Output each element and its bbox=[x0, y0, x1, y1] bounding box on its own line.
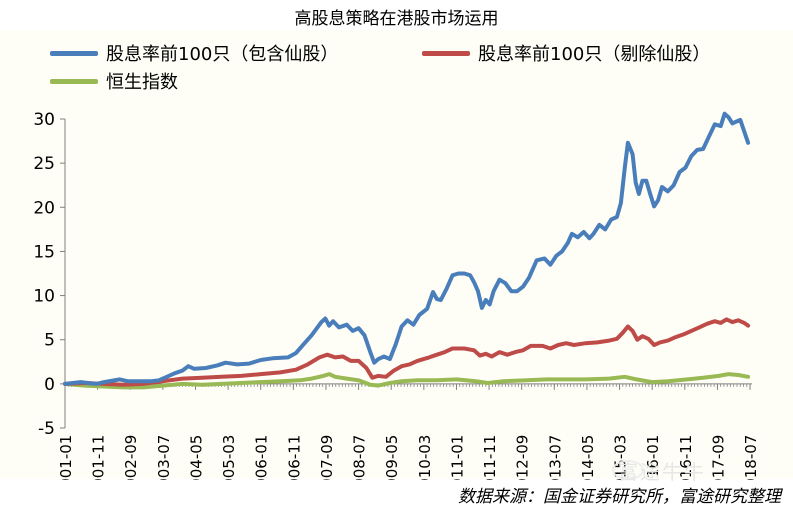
x-tick-label: 2008-07 bbox=[351, 435, 369, 480]
x-tick-label: 2007-09 bbox=[318, 435, 336, 480]
y-tick-label: 5 bbox=[44, 331, 55, 351]
legend-item-red: 股息率前100只（剔除仙股） bbox=[422, 40, 710, 66]
x-tick-label: 2012-09 bbox=[514, 435, 532, 480]
x-tick-label: 2010-03 bbox=[416, 435, 434, 480]
y-tick-label: 15 bbox=[33, 242, 55, 262]
legend-swatch-red bbox=[422, 50, 470, 56]
plot-background bbox=[0, 30, 793, 479]
x-tick-label: 2002-09 bbox=[122, 435, 140, 480]
source-note: 数据来源：国金证券研究所，富途研究整理 bbox=[458, 487, 781, 507]
series-line bbox=[63, 372, 751, 390]
x-tick-label: 2011-11 bbox=[481, 435, 499, 480]
series-line bbox=[63, 317, 751, 387]
x-tick-label: 2018-07 bbox=[742, 435, 760, 480]
x-tick-label: 2016-01 bbox=[644, 435, 662, 480]
x-tick-label: 2005-03 bbox=[220, 435, 238, 480]
title-band bbox=[0, 0, 793, 30]
x-tick-label: 2001-01 bbox=[57, 435, 75, 480]
legend-swatch-green bbox=[50, 78, 98, 84]
x-tick-label: 2013-07 bbox=[546, 435, 564, 480]
y-tick-label: 10 bbox=[33, 287, 55, 307]
x-tick-label: 2003-07 bbox=[155, 435, 173, 480]
x-tick-label: 2017-09 bbox=[709, 435, 727, 480]
watermark-logo-icon bbox=[612, 460, 644, 480]
legend-swatch-blue bbox=[50, 50, 98, 56]
chart-title: 高股息策略在港股市场运用 bbox=[294, 9, 499, 29]
legend-label-blue: 股息率前100只（包含仙股） bbox=[106, 44, 339, 65]
x-tick-label: 2014-05 bbox=[579, 435, 597, 480]
y-tick-label: 0 bbox=[44, 375, 55, 395]
legend-item-green: 恒生指数 bbox=[50, 68, 178, 94]
watermark: 富途牛牛 bbox=[618, 460, 706, 484]
y-tick-label: 20 bbox=[33, 198, 55, 218]
y-tick-label: 30 bbox=[33, 110, 55, 130]
x-tick-label: 2004-05 bbox=[187, 435, 205, 480]
x-tick-label: 2009-05 bbox=[383, 435, 401, 480]
y-tick-label: 25 bbox=[33, 154, 55, 174]
legend-item-blue: 股息率前100只（包含仙股） bbox=[50, 40, 338, 66]
legend-label-red: 股息率前100只（剔除仙股） bbox=[478, 44, 711, 65]
x-tick-label: 2006-11 bbox=[285, 435, 303, 480]
series-line bbox=[63, 111, 751, 386]
x-tick-label: 2001-11 bbox=[90, 435, 108, 480]
line-chart: -5 0 5 10 15 20 25 30 2001-01 2001-11 2002-09 2003-… bbox=[33, 110, 760, 480]
legend-label-green: 恒生指数 bbox=[106, 72, 178, 93]
y-tick-label: -5 bbox=[38, 419, 55, 439]
x-tick-label: 2016-11 bbox=[677, 435, 695, 480]
x-tick-label: 2011-01 bbox=[448, 435, 466, 480]
x-tick-label: 2006-01 bbox=[253, 435, 271, 480]
